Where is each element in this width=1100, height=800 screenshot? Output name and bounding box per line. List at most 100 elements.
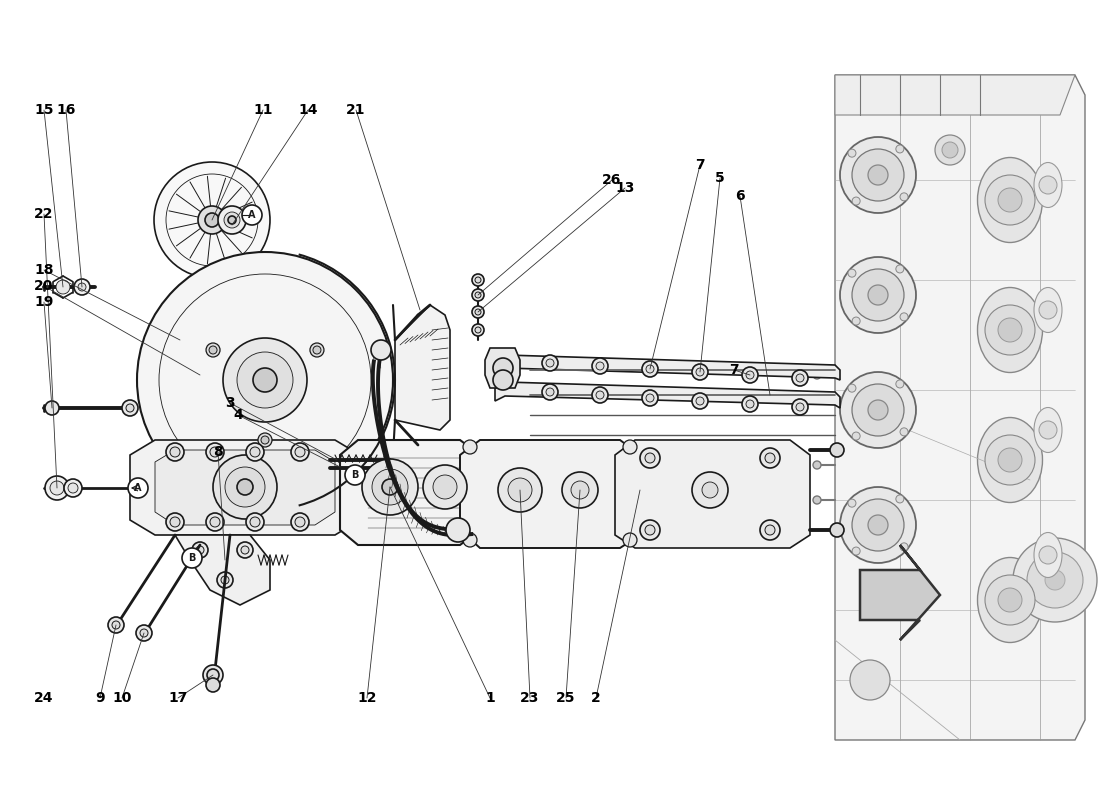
Ellipse shape [978, 558, 1043, 642]
Circle shape [424, 465, 468, 509]
Circle shape [345, 465, 365, 485]
Text: A: A [134, 483, 142, 493]
Ellipse shape [978, 158, 1043, 242]
Text: B: B [351, 470, 359, 480]
Circle shape [253, 368, 277, 392]
Ellipse shape [978, 287, 1043, 373]
Circle shape [645, 453, 654, 463]
Circle shape [646, 394, 654, 402]
Circle shape [542, 384, 558, 400]
Circle shape [475, 292, 481, 298]
Circle shape [463, 533, 477, 547]
Circle shape [508, 478, 532, 502]
Circle shape [74, 279, 90, 295]
Circle shape [154, 162, 270, 278]
Circle shape [241, 546, 249, 554]
Circle shape [640, 448, 660, 468]
Circle shape [221, 576, 229, 584]
Polygon shape [460, 440, 640, 548]
Text: 8: 8 [213, 445, 223, 459]
Circle shape [696, 397, 704, 405]
Circle shape [223, 338, 307, 422]
Circle shape [830, 523, 844, 537]
Circle shape [1040, 546, 1057, 564]
Circle shape [224, 212, 240, 228]
Text: 10: 10 [112, 691, 132, 705]
Circle shape [760, 520, 780, 540]
Ellipse shape [1034, 287, 1062, 333]
Circle shape [1045, 570, 1065, 590]
Circle shape [64, 479, 82, 497]
Circle shape [108, 617, 124, 633]
Circle shape [813, 371, 821, 379]
Circle shape [446, 518, 470, 542]
Polygon shape [835, 75, 1075, 115]
Circle shape [623, 533, 637, 547]
Polygon shape [485, 348, 520, 388]
Text: 4: 4 [233, 408, 243, 422]
Circle shape [646, 365, 654, 373]
Text: 26: 26 [603, 173, 622, 187]
Circle shape [236, 542, 253, 558]
Circle shape [900, 313, 908, 321]
Circle shape [895, 265, 904, 273]
Circle shape [382, 479, 398, 495]
Circle shape [796, 403, 804, 411]
Text: 7: 7 [695, 158, 705, 172]
Circle shape [170, 517, 180, 527]
Circle shape [226, 467, 265, 507]
Circle shape [645, 525, 654, 535]
Circle shape [984, 305, 1035, 355]
Polygon shape [175, 535, 270, 605]
Circle shape [984, 435, 1035, 485]
Text: 7: 7 [729, 363, 739, 377]
Text: 9: 9 [96, 691, 104, 705]
Circle shape [562, 472, 598, 508]
Circle shape [56, 280, 70, 294]
Text: 16: 16 [56, 103, 76, 117]
Circle shape [1040, 301, 1057, 319]
Circle shape [475, 327, 481, 333]
Circle shape [292, 513, 309, 531]
Circle shape [571, 481, 588, 499]
Text: 19: 19 [34, 295, 54, 309]
Circle shape [1027, 552, 1084, 608]
Circle shape [206, 443, 224, 461]
Circle shape [764, 525, 776, 535]
Ellipse shape [1034, 407, 1062, 453]
Circle shape [852, 432, 860, 440]
Circle shape [596, 362, 604, 370]
Circle shape [746, 371, 754, 379]
Polygon shape [495, 355, 840, 380]
Circle shape [213, 455, 277, 519]
Text: A: A [249, 210, 255, 220]
Circle shape [852, 317, 860, 325]
Circle shape [472, 324, 484, 336]
Circle shape [546, 359, 554, 367]
Circle shape [840, 487, 916, 563]
Circle shape [592, 387, 608, 403]
Circle shape [900, 193, 908, 201]
Circle shape [50, 481, 64, 495]
Polygon shape [155, 450, 336, 525]
Circle shape [900, 428, 908, 436]
Circle shape [696, 368, 704, 376]
Circle shape [236, 479, 253, 495]
Ellipse shape [1034, 533, 1062, 578]
Circle shape [848, 499, 856, 507]
Circle shape [546, 388, 554, 396]
Circle shape [170, 447, 180, 457]
Text: 11: 11 [253, 103, 273, 117]
Ellipse shape [1034, 162, 1062, 207]
Circle shape [166, 513, 184, 531]
Polygon shape [130, 440, 360, 535]
Circle shape [140, 629, 148, 637]
Circle shape [45, 476, 69, 500]
Circle shape [742, 367, 758, 383]
Text: 18: 18 [34, 263, 54, 277]
Circle shape [292, 443, 309, 461]
Circle shape [840, 257, 916, 333]
Polygon shape [860, 545, 940, 640]
Circle shape [246, 443, 264, 461]
Circle shape [475, 309, 481, 315]
